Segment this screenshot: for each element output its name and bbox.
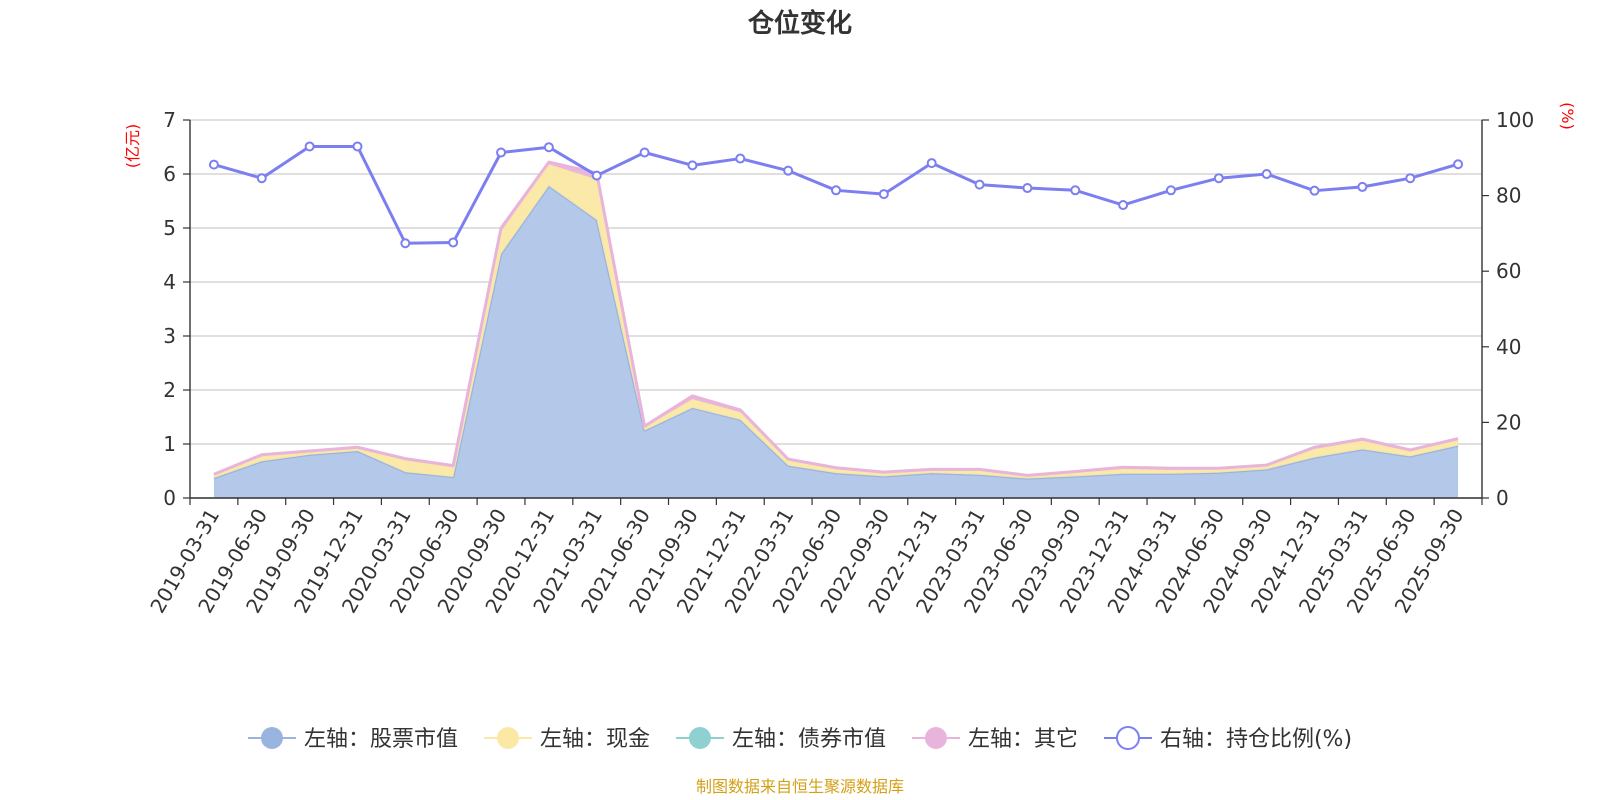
- legend: 左轴：股票市值 左轴：现金 左轴：债券市值 左轴：其它 右轴：持仓比例(%): [247, 726, 1352, 752]
- legend-marker: [924, 727, 947, 749]
- legend-marker: [496, 727, 519, 749]
- ratio-point: [591, 170, 602, 181]
- right-axis-tick-label: 40: [1496, 335, 1521, 359]
- ratio-point: [831, 185, 841, 196]
- grid: [190, 119, 1482, 499]
- legend-item-ratio[interactable]: 右轴：持仓比例(%): [1103, 726, 1352, 752]
- left-axis-tick-label: 5: [163, 216, 176, 240]
- stacked-areas: [213, 160, 1459, 498]
- ratio-point: [1309, 185, 1320, 196]
- axes: 012345670204060801002019-03-312019-06-30…: [145, 108, 1534, 617]
- chart-title: 仓位变化: [747, 8, 852, 39]
- ratio-point: [352, 141, 363, 152]
- ratio-point: [639, 147, 650, 158]
- area-line-stock: [213, 184, 1459, 480]
- ratio-point: [783, 165, 794, 176]
- right-axis-tick-label: 0: [1496, 486, 1509, 510]
- ratio-point: [448, 237, 459, 248]
- ratio-point: [1261, 169, 1272, 180]
- legend-marker: [260, 727, 283, 749]
- legend-marker: [688, 727, 711, 749]
- legend-item-stock[interactable]: 左轴：股票市值: [247, 727, 458, 752]
- right-axis-tick-label: 20: [1496, 410, 1521, 434]
- area-stock: [213, 185, 1459, 498]
- left-axis-tick-label: 0: [163, 486, 176, 510]
- ratio-point: [1118, 200, 1129, 211]
- right-axis-tick-label: 100: [1496, 108, 1534, 132]
- ratio-point: [1165, 185, 1176, 196]
- legend-label: 左轴：其它: [968, 727, 1078, 752]
- area-line-cash: [213, 163, 1459, 478]
- left-axis-tick-label: 7: [163, 108, 176, 132]
- left-axis-tick-label: 3: [163, 324, 176, 348]
- legend-item-bond[interactable]: 左轴：债券市值: [675, 727, 886, 752]
- ratio-point: [878, 189, 889, 200]
- left-axis-tick-label: 4: [163, 270, 176, 294]
- left-axis-tick-label: 2: [163, 378, 176, 402]
- legend-item-other[interactable]: 左轴：其它: [911, 727, 1078, 752]
- ratio-line-series: [208, 141, 1464, 249]
- ratio-point: [1070, 185, 1081, 196]
- area-line-other: [213, 160, 1459, 477]
- legend-item-cash[interactable]: 左轴：现金: [483, 727, 650, 752]
- ratio-point: [974, 179, 985, 190]
- ratio-point: [1022, 183, 1033, 194]
- right-axis-tick-label: 60: [1496, 259, 1521, 283]
- legend-label: 右轴：持仓比例(%): [1160, 727, 1352, 752]
- ratio-point: [1213, 173, 1224, 184]
- data-source-note: 制图数据来自恒生聚源数据库: [696, 777, 904, 796]
- ratio-point: [208, 159, 219, 170]
- legend-label: 左轴：股票市值: [304, 727, 458, 752]
- ratio-point: [926, 158, 937, 169]
- right-axis-tick-label: 80: [1496, 184, 1521, 208]
- left-axis-tick-label: 6: [163, 162, 176, 186]
- left-axis-tick-label: 1: [163, 432, 176, 456]
- ratio-point: [687, 160, 698, 171]
- ratio-point: [543, 142, 554, 153]
- right-axis-unit: (%): [1558, 102, 1577, 130]
- ratio-point: [304, 141, 315, 152]
- ratio-point: [735, 153, 746, 164]
- area-cash: [213, 164, 1459, 479]
- left-axis-unit: (亿元): [123, 124, 142, 169]
- ratio-point: [496, 147, 507, 158]
- ratio-point: [1357, 181, 1368, 192]
- ratio-point: [1453, 159, 1464, 170]
- ratio-point: [256, 173, 267, 184]
- legend-label: 左轴：债券市值: [732, 727, 886, 752]
- ratio-point: [1405, 173, 1416, 184]
- legend-marker: [1115, 726, 1140, 750]
- ratio-point: [400, 238, 411, 249]
- legend-label: 左轴：现金: [540, 727, 650, 752]
- area-other: [213, 162, 1459, 477]
